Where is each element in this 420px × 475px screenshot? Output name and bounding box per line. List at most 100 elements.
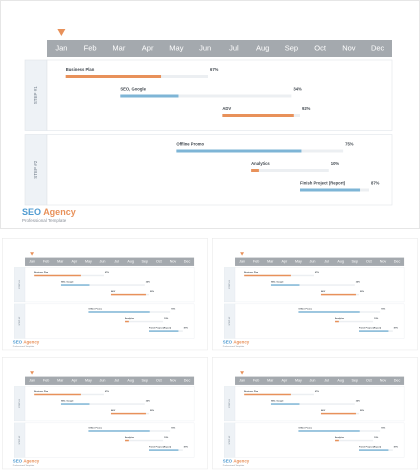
task-percent: 92% — [360, 410, 364, 412]
group-body — [234, 303, 405, 339]
month-label: Aug — [337, 260, 344, 264]
task-name: ADV — [222, 106, 231, 111]
task-percent: 34% — [356, 280, 360, 283]
group-body — [24, 303, 195, 339]
task-progress — [320, 412, 356, 415]
thumbnail[interactable]: Jan Feb Mar Apr May Jun Jul Aug Sep Oct Nov Dec STEP… — [212, 357, 418, 470]
brand-first: SEO — [13, 459, 23, 464]
thumbnail[interactable]: Jan Feb Mar Apr May Jun Jul Aug Sep Oct Nov Dec STEP… — [2, 357, 208, 470]
task-percent: 67% — [210, 67, 219, 72]
task-progress — [60, 284, 90, 286]
task-name: Business Plan — [244, 391, 259, 393]
task-name: Finish Project (Report) — [149, 445, 171, 448]
task-progress — [176, 149, 302, 153]
task-progress — [88, 430, 150, 432]
month-label: Jul — [114, 260, 119, 264]
month-label: May — [85, 260, 92, 264]
task-track — [270, 284, 355, 286]
thumbnail[interactable]: Jan Feb Mar Apr May Jun Jul Aug Sep Oct Nov Dec STEP… — [212, 238, 418, 351]
task-name: SEO, Google — [120, 87, 146, 92]
task-name: Business Plan — [34, 272, 49, 274]
step-label: STEP #2 — [19, 435, 21, 444]
task-progress — [298, 311, 360, 313]
task-progress — [320, 293, 356, 296]
current-marker — [240, 252, 245, 256]
task-progress — [244, 274, 291, 277]
month-label: Jan — [239, 260, 245, 264]
current-marker — [30, 252, 35, 256]
task-track — [120, 94, 292, 98]
task-name: Offline Promo — [88, 307, 102, 310]
month-label: Sep — [142, 379, 149, 383]
task-percent: 87% — [184, 327, 188, 329]
month-label: Jun — [100, 379, 106, 383]
task-name: Offline Promo — [298, 307, 312, 310]
step-label: STEP #1 — [229, 280, 231, 289]
month-label: Apr — [142, 43, 154, 52]
task-progress — [244, 393, 291, 396]
brand-second: Agency — [23, 459, 39, 464]
task-percent: 34% — [356, 399, 360, 402]
month-label: May — [169, 43, 183, 52]
task-name: SEO, Google — [271, 281, 284, 283]
month-label: Jun — [100, 260, 106, 264]
task-name: ADV — [111, 409, 116, 412]
brand-first: SEO — [22, 207, 41, 217]
task-percent: 10% — [331, 161, 340, 166]
month-label: Jul — [324, 379, 329, 383]
task-name: Analytics — [125, 436, 135, 439]
task-track — [125, 320, 164, 323]
task-progress — [335, 320, 339, 323]
month-label: Nov — [380, 379, 387, 383]
month-label: Nov — [342, 43, 356, 52]
group-body — [234, 422, 405, 458]
month-header — [25, 376, 195, 385]
month-label: Aug — [337, 379, 344, 383]
task-progress — [149, 449, 179, 451]
task-track — [60, 403, 145, 405]
month-label: Mar — [57, 260, 64, 264]
task-name: Analytics — [125, 317, 135, 320]
group-body — [24, 422, 195, 458]
task-name: Business Plan — [66, 67, 95, 72]
month-label: Feb — [253, 379, 259, 383]
task-progress — [270, 284, 300, 286]
month-label: Jun — [199, 43, 211, 52]
task-percent: 92% — [150, 410, 154, 412]
brand-second: Agency — [233, 459, 249, 464]
month-label: Sep — [142, 260, 149, 264]
task-progress — [222, 114, 294, 117]
task-name: ADV — [321, 409, 326, 412]
task-percent: 75% — [171, 308, 175, 310]
month-label: Dec — [184, 260, 191, 264]
month-label: Dec — [394, 379, 401, 383]
task-name: SEO, Google — [61, 281, 74, 283]
month-label: Jul — [324, 260, 329, 264]
month-label: Jun — [310, 260, 316, 264]
task-name: ADV — [321, 290, 326, 293]
task-name: Analytics — [335, 317, 345, 320]
month-label: May — [85, 379, 92, 383]
task-track — [251, 169, 329, 172]
month-label: Oct — [366, 260, 372, 264]
subtitle: Professional Template — [13, 345, 35, 348]
task-progress — [88, 311, 150, 313]
task-progress — [359, 330, 389, 332]
task-name: SEO, Google — [271, 400, 284, 402]
subtitle: Professional Template — [22, 218, 67, 223]
step-label: STEP #2 — [229, 435, 231, 444]
month-label: Apr — [71, 260, 77, 264]
task-percent: 67% — [105, 272, 109, 274]
task-percent: 67% — [315, 391, 319, 393]
month-label: Jun — [310, 379, 316, 383]
month-header — [235, 257, 405, 266]
thumbnail[interactable]: Jan Feb Mar Apr May Jun Jul Aug Sep Oct Nov Dec STEP… — [2, 238, 208, 351]
month-label: Mar — [112, 43, 125, 52]
task-percent: 67% — [105, 391, 109, 393]
task-progress — [65, 75, 162, 78]
task-percent: 92% — [360, 291, 364, 293]
month-label: Apr — [281, 260, 287, 264]
month-label: Mar — [267, 260, 274, 264]
month-label: Nov — [170, 379, 177, 383]
